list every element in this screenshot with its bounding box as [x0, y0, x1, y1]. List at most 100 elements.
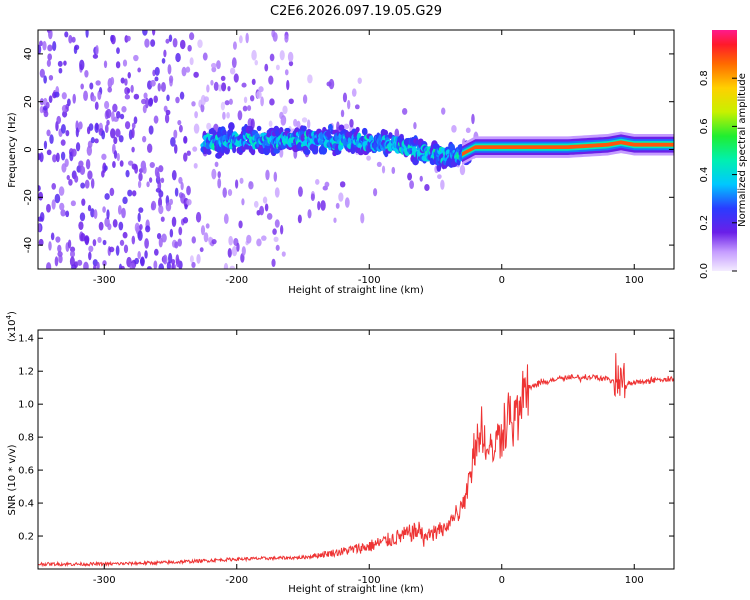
heatmap-cell [320, 146, 328, 155]
heatmap-cell [54, 91, 60, 98]
snr-scale-exponent: 4 [5, 314, 13, 319]
snr-x-tick-label-0: -300 [93, 575, 116, 586]
heatmap-cell [88, 245, 94, 253]
heatmap-cell [210, 79, 214, 86]
spectrogram-x-tick-label-1: -200 [225, 275, 248, 286]
heatmap-cell [196, 253, 201, 264]
heatmap-cell [43, 110, 49, 118]
heatmap-cell [262, 196, 268, 204]
heatmap-cell [144, 250, 148, 259]
heatmap-cell [451, 125, 457, 133]
heatmap-cell [142, 135, 147, 143]
heatmap-cell [175, 96, 180, 104]
spectrogram-x-tick-label-3: 0 [499, 275, 505, 286]
heatmap-cell [180, 181, 184, 191]
heatmap-cell [324, 181, 330, 188]
heatmap-cell [140, 256, 145, 267]
heatmap-cell [165, 109, 171, 116]
heatmap-cell [104, 100, 110, 110]
heatmap-cell [203, 232, 209, 243]
heatmap-cell [300, 125, 307, 132]
heatmap-cell [169, 228, 174, 238]
heatmap-cell [58, 67, 63, 74]
heatmap-cell [52, 154, 57, 163]
heatmap-cell [189, 32, 195, 41]
heatmap-cell [272, 32, 278, 42]
heatmap-cell [151, 200, 157, 211]
snr-y-tick-label-4: 1.0 [18, 400, 34, 411]
snr-x-label: Height of straight line (km) [288, 584, 424, 595]
heatmap-cell [354, 104, 360, 110]
heatmap-cell [320, 200, 326, 211]
heatmap-cell [186, 198, 192, 206]
heatmap-cell [327, 123, 333, 131]
heatmap-cell [153, 260, 158, 269]
heatmap-cell [64, 158, 69, 168]
heatmap-cell [231, 57, 237, 69]
heatmap-cell [247, 105, 252, 111]
heatmap-cell [409, 180, 414, 190]
heatmap-cell [80, 83, 84, 90]
heatmap-cell [92, 239, 97, 247]
snr-frame [37, 329, 675, 570]
heatmap-cell [181, 66, 187, 77]
heatmap-cell [54, 256, 59, 267]
snr-y-label: SNR (10 * v/v) [7, 444, 18, 515]
heatmap-cell [152, 30, 156, 36]
heatmap-cell [249, 95, 255, 102]
colorbar-tick-label-1: 0.2 [699, 215, 710, 231]
heatmap-cell [137, 67, 141, 73]
heatmap-cell [167, 64, 172, 75]
heatmap-cell [110, 128, 116, 139]
heatmap-cell [85, 159, 91, 170]
heatmap-cell [168, 252, 173, 264]
heatmap-cell [227, 248, 232, 258]
heatmap-cell [228, 122, 235, 131]
spectrogram-x-axis: -300 -200 -100 0 100 [93, 30, 644, 286]
heatmap-cell [60, 209, 66, 217]
heatmap-cell [84, 179, 90, 189]
heatmap-cell [241, 198, 245, 206]
spectrogram-y-tick-label-4: 40 [23, 48, 34, 61]
heatmap-cell [146, 143, 153, 153]
heatmap-cell [102, 206, 106, 213]
heatmap-cell [94, 122, 100, 134]
heatmap-cell [80, 182, 86, 189]
heatmap-cell [279, 147, 284, 158]
heatmap-cell [87, 204, 92, 212]
heatmap-cell [206, 122, 212, 130]
heatmap-cell [108, 246, 115, 253]
heatmap-cell [301, 117, 308, 123]
heatmap-cell [115, 129, 121, 138]
heatmap-cell [142, 30, 148, 36]
heatmap-cell [102, 260, 107, 267]
heatmap-cell [282, 105, 288, 115]
heatmap-cell [60, 151, 66, 161]
heatmap-cell [261, 235, 267, 241]
heatmap-cell [47, 53, 53, 61]
heatmap-cell [178, 124, 183, 133]
snr-panel: -300 -200 -100 0 100 0.2 0.4 0.6 0.8 1.0 1.2 1.4 H… [5, 311, 675, 595]
heatmap-cell [94, 138, 99, 144]
heatmap-cell [137, 180, 142, 189]
heatmap-cell [116, 153, 120, 162]
heatmap-cell [268, 120, 273, 127]
heatmap-cell [256, 125, 262, 132]
heatmap-cell [64, 31, 69, 38]
heatmap-cell [145, 225, 151, 233]
heatmap-cell [158, 263, 165, 269]
heatmap-cell [437, 174, 442, 180]
colorbar-gradient [712, 30, 737, 271]
heatmap-cell [340, 109, 345, 118]
heatmap-cell [373, 188, 378, 197]
figure-title: C2E6.2026.097.19.05.G29 [270, 4, 442, 19]
heatmap-cell [149, 161, 155, 168]
heatmap-cell [173, 144, 178, 154]
heatmap-cell [67, 239, 72, 249]
heatmap-cell [93, 209, 98, 220]
heatmap-cell [211, 238, 217, 245]
heatmap-cell [275, 64, 280, 71]
heatmap-cell [83, 90, 88, 102]
heatmap-cell [42, 40, 47, 51]
snr-y-axis: 0.2 0.4 0.6 0.8 1.0 1.2 1.4 [18, 334, 674, 543]
